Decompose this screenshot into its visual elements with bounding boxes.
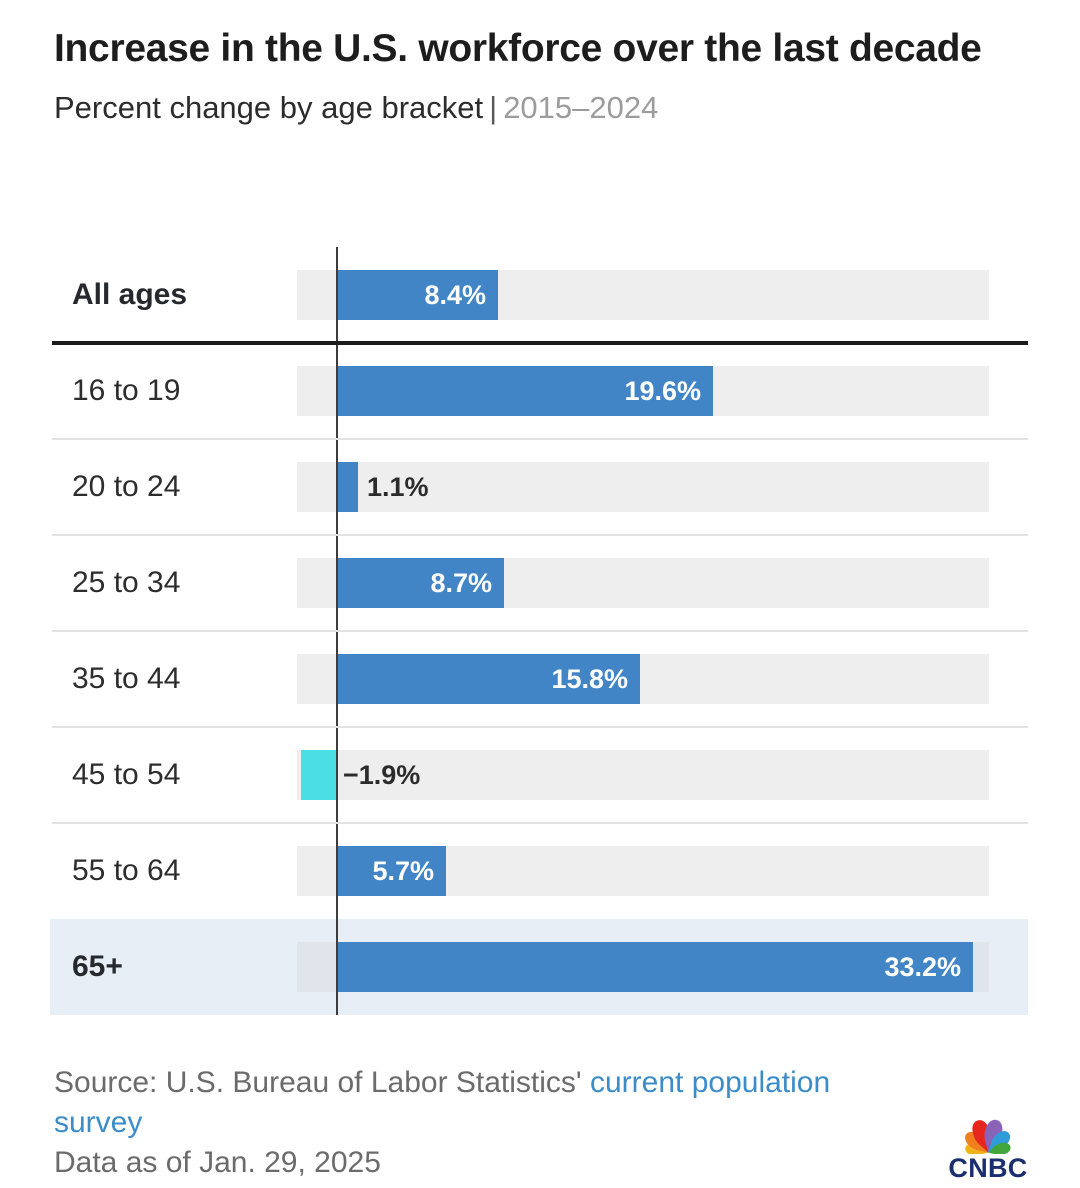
bar-value-label: 33.2%: [884, 952, 961, 982]
bar: [301, 750, 337, 800]
chart-row: 45 to 54 −1.9%: [0, 727, 1080, 824]
subtitle-main: Percent change by age bracket: [54, 90, 484, 125]
category-label: 55 to 64: [72, 854, 181, 887]
chart-rows: All ages 8.4% 16 to 19 19.6% 20 to 24 1.…: [0, 247, 1080, 1015]
peacock-feather: [984, 1119, 1003, 1153]
chart-row: 20 to 24 1.1%: [0, 439, 1080, 536]
bar: 8.7%: [337, 558, 504, 608]
chart-row: 55 to 64 5.7%: [0, 823, 1080, 919]
category-label: 20 to 24: [72, 470, 181, 503]
row-separator: [52, 438, 1028, 440]
category-label: 65+: [72, 950, 123, 983]
chart-subtitle: Percent change by age bracket | 2015–2024: [54, 90, 994, 126]
cnbc-logo: CNBC: [942, 1096, 1034, 1184]
bar: [337, 462, 358, 512]
category-label: 45 to 54: [72, 758, 181, 791]
chart-header: Increase in the U.S. workforce over the …: [54, 20, 994, 126]
bar-value-label: 8.7%: [430, 568, 492, 598]
bar-value-label: 8.4%: [424, 280, 486, 310]
chart-row: 25 to 34 8.7%: [0, 535, 1080, 632]
chart-row: 65+ 33.2%: [0, 919, 1080, 1015]
bar-value-label: 1.1%: [367, 472, 429, 502]
category-label: All ages: [72, 278, 188, 311]
chart-row: 16 to 19 19.6%: [0, 343, 1080, 440]
row-separator: [52, 726, 1028, 728]
peacock-feather: [965, 1131, 988, 1153]
chart-title: Increase in the U.S. workforce over the …: [54, 27, 982, 70]
source-link[interactable]: current population survey: [54, 1066, 831, 1139]
source-line: Source: U.S. Bureau of Labor Statistics'…: [54, 1063, 920, 1143]
category-label: 35 to 44: [72, 662, 181, 695]
bar: 5.7%: [337, 846, 446, 896]
chart-footer: Source: U.S. Bureau of Labor Statistics'…: [54, 1063, 920, 1183]
bar-value-label: 5.7%: [372, 856, 434, 886]
peacock-feather: [988, 1131, 1011, 1153]
bar: 33.2%: [337, 942, 973, 992]
category-label: 16 to 19: [72, 374, 181, 407]
bar: 19.6%: [337, 366, 713, 416]
bar-track: [297, 462, 989, 512]
bar-chart: All ages 8.4% 16 to 19 19.6% 20 to 24 1.…: [0, 247, 1080, 1015]
row-separator: [52, 822, 1028, 824]
row-separator: [52, 534, 1028, 536]
data-as-of: Data as of Jan. 29, 2025: [54, 1146, 381, 1179]
source-text: Source: U.S. Bureau of Labor Statistics': [54, 1066, 590, 1099]
cnbc-wordmark: CNBC: [948, 1153, 1028, 1183]
bar: 15.8%: [337, 654, 640, 704]
chart-row: 35 to 44 15.8%: [0, 631, 1080, 728]
bar: 8.4%: [337, 270, 498, 320]
bar-track: [297, 750, 989, 800]
bar-value-label: 19.6%: [624, 376, 701, 406]
row-separator: [52, 630, 1028, 632]
bar-value-label: 15.8%: [551, 664, 628, 694]
subtitle-divider: |: [489, 90, 498, 125]
thick-separator: [52, 341, 1028, 345]
cnbc-peacock-icon: [965, 1119, 1011, 1154]
subtitle-period: 2015–2024: [503, 90, 659, 125]
bar-value-label: −1.9%: [343, 760, 421, 790]
peacock-feather: [988, 1142, 1011, 1154]
category-label: 25 to 34: [72, 566, 181, 599]
chart-row: All ages 8.4%: [0, 247, 1080, 345]
